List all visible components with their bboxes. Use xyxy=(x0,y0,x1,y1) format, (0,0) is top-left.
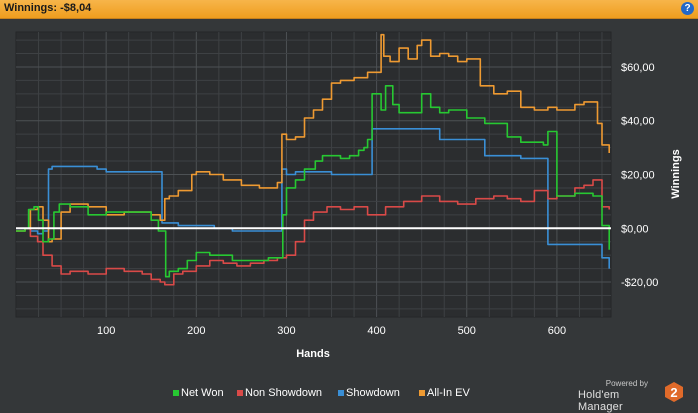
y-tick-label: $60,00 xyxy=(621,62,655,74)
legend-swatch-showdown xyxy=(338,390,344,396)
series-line-net-won xyxy=(16,85,610,278)
x-axis-ticks: 100 200 300 400 500 600 xyxy=(97,325,566,337)
x-tick-label: 300 xyxy=(277,325,295,337)
logo-text: 2 xyxy=(670,385,677,400)
legend-swatch-net-won xyxy=(173,390,179,396)
legend-label-net-won: Net Won xyxy=(181,387,224,399)
legend-label-showdown: Showdown xyxy=(346,387,400,399)
legend-swatch-all-in-ev xyxy=(419,390,425,396)
title-bar: Winnings: -$8,04 ? xyxy=(0,0,698,19)
legend-label-all-in-ev: All-In EV xyxy=(427,387,470,399)
y-tick-label: $20,00 xyxy=(621,170,655,182)
winnings-title: Winnings: -$8,04 xyxy=(4,2,92,14)
x-tick-label: 600 xyxy=(548,325,566,337)
powered-by-text: Powered by xyxy=(605,379,648,388)
x-axis-label: Hands xyxy=(296,348,330,360)
x-tick-label: 200 xyxy=(187,325,205,337)
x-tick-label: 500 xyxy=(458,325,476,337)
y-axis-ticks: -$20,00 $0,00 $20,00 $40,00 $60,00 xyxy=(621,62,658,289)
legend-swatch-non-showdown xyxy=(237,390,243,396)
brand-logo-area: Powered by Hold'em Manager 2 xyxy=(578,377,688,413)
x-tick-label: 400 xyxy=(367,325,385,337)
help-icon[interactable]: ? xyxy=(681,2,694,15)
series-lines xyxy=(16,33,610,286)
series-line-non-showdown xyxy=(16,179,610,286)
y-tick-label: $40,00 xyxy=(621,116,655,128)
legend: Net Won Non Showdown Showdown All-In EV xyxy=(173,387,470,399)
y-tick-label: -$20,00 xyxy=(621,277,658,289)
y-axis-label: Winnings xyxy=(670,149,682,198)
series-line-all-in-ev xyxy=(16,33,610,243)
winnings-graph: 100 200 300 400 500 600 -$20,00 $0,00 $20,00 $40… xyxy=(15,31,682,399)
legend-label-non-showdown: Non Showdown xyxy=(245,387,322,399)
y-tick-label: $0,00 xyxy=(621,223,649,235)
x-tick-label: 100 xyxy=(97,325,115,337)
brand-name: Hold'em Manager xyxy=(578,389,623,413)
hem-logo-icon: 2 xyxy=(665,382,683,402)
